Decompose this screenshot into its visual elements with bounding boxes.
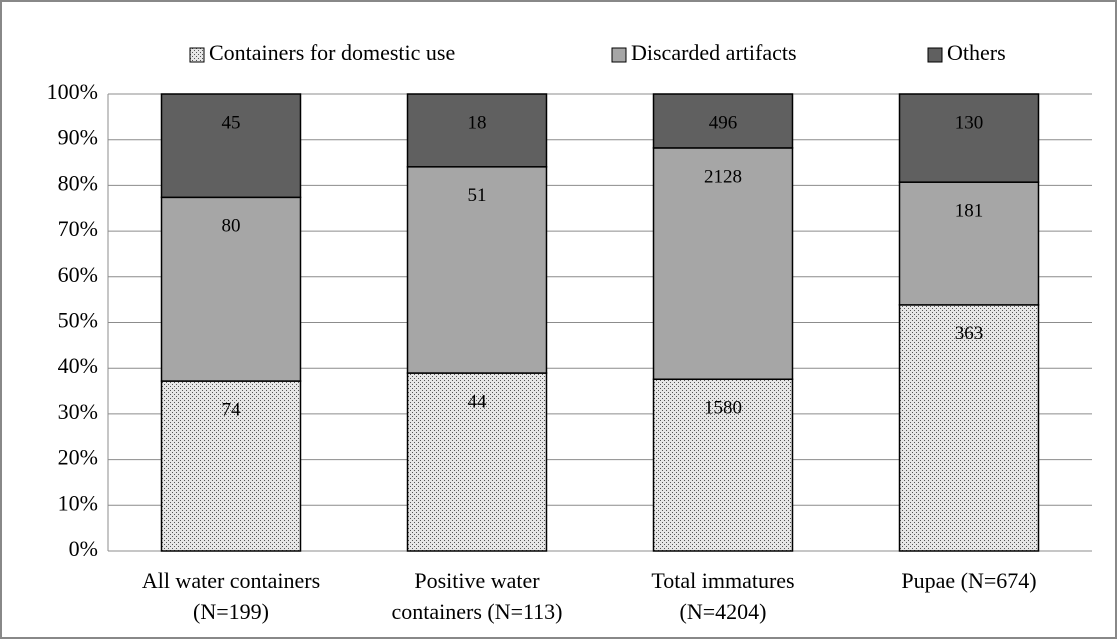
legend-swatch — [189, 47, 205, 63]
x-tick-label-line: Pupae (N=674) — [901, 568, 1036, 593]
data-label: 45 — [222, 112, 241, 133]
x-tick-label-line: (N=199) — [193, 599, 269, 624]
data-label: 2128 — [704, 166, 742, 187]
data-label: 130 — [955, 112, 984, 133]
y-tick-label: 40% — [58, 353, 98, 378]
bar-segment — [406, 166, 548, 374]
bar-segment — [898, 181, 1040, 306]
data-label: 44 — [468, 391, 488, 412]
x-tick-label-line: (N=4204) — [680, 599, 767, 624]
x-tick-label: Total immatures (N=4204) — [651, 568, 794, 624]
x-tick-label: All water containers (N=199) — [142, 568, 320, 624]
legend-label: Discarded artifacts — [631, 40, 797, 65]
data-label: 363 — [955, 323, 984, 344]
bar-segment — [898, 93, 1040, 183]
legend-label: Others — [947, 40, 1006, 65]
legend-swatch — [611, 47, 627, 63]
data-label: 496 — [709, 112, 738, 133]
bar-segment — [406, 93, 548, 168]
y-tick-label: 60% — [58, 262, 98, 287]
y-tick-label: 50% — [58, 308, 98, 333]
data-label: 181 — [955, 201, 984, 222]
x-tick-label: Positive water containers (N=113) — [391, 568, 562, 624]
data-label: 18 — [468, 112, 487, 133]
bar-segment — [652, 378, 794, 552]
y-tick-label: 80% — [58, 170, 98, 195]
legend-label: Containers for domestic use — [209, 40, 455, 65]
y-tick-label: 10% — [58, 490, 98, 515]
y-tick-label: 90% — [58, 125, 98, 150]
bar-segment — [652, 147, 794, 380]
bar-segment — [406, 372, 548, 552]
legend-swatch — [927, 47, 943, 63]
x-tick-label-line: All water containers — [142, 568, 320, 593]
bar-segment — [160, 93, 302, 199]
bar-segment — [652, 93, 794, 149]
x-tick-label-line: Total immatures — [651, 568, 794, 593]
data-label: 80 — [222, 216, 241, 237]
data-label: 1580 — [704, 398, 742, 419]
y-tick-label: 70% — [58, 216, 98, 241]
x-tick-label: Pupae (N=674) — [901, 568, 1036, 593]
x-tick-label-line: containers (N=113) — [391, 599, 562, 624]
y-tick-label: 20% — [58, 445, 98, 470]
y-tick-label: 30% — [58, 399, 98, 424]
bar-segment — [898, 304, 1040, 552]
x-tick-label-line: Positive water — [414, 568, 540, 593]
y-tick-label: 100% — [47, 79, 98, 104]
data-label: 51 — [468, 185, 487, 206]
data-label: 74 — [222, 399, 242, 420]
y-tick-label: 0% — [69, 536, 98, 561]
